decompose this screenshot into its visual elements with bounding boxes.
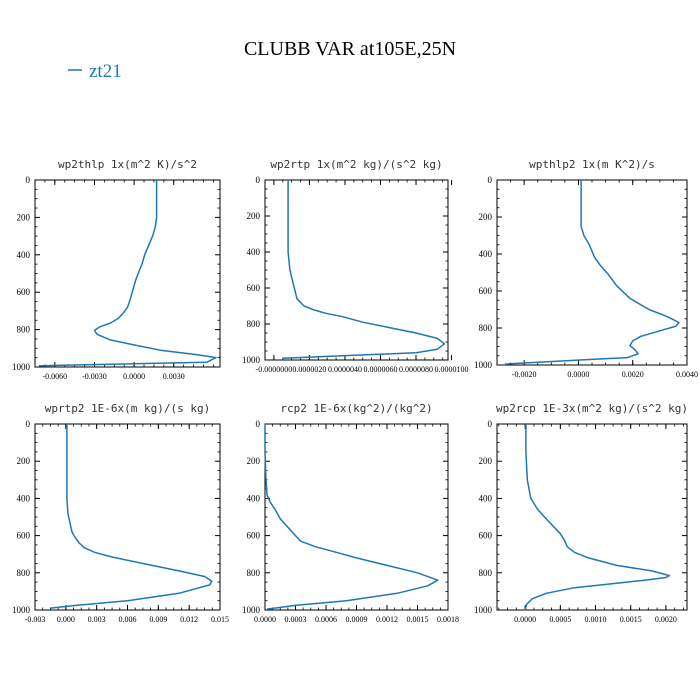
- y-tick-label: 800: [17, 568, 31, 578]
- x-tick-label: -0.0000000: [256, 365, 293, 374]
- y-tick-label: 1000: [242, 605, 261, 615]
- y-tick-label: 0: [256, 175, 261, 185]
- x-tick-label: 0.0020: [655, 615, 677, 624]
- panels: wp2thlp 1x(m^2 K)/s^202004006008001000-0…: [12, 158, 698, 624]
- plot-frame: [34, 179, 221, 368]
- panel-title: wp2rcp 1E-3x(m^2 kg)/(s^2 kg): [496, 402, 688, 415]
- y-tick-label: 1000: [474, 360, 493, 370]
- y-tick-label: 600: [247, 283, 261, 293]
- y-tick-label: 400: [17, 493, 31, 503]
- y-tick-label: 600: [17, 287, 31, 297]
- panel-title: rcp2 1E-6x(kg^2)/(kg^2): [280, 402, 432, 415]
- x-tick-label: -0.0060: [42, 372, 67, 381]
- x-tick-label: 0.0015: [620, 615, 642, 624]
- series-line-zt21: [38, 180, 217, 367]
- x-tick-label: 0.012: [180, 615, 198, 624]
- x-tick-label: 0.0010: [585, 615, 607, 624]
- x-tick-label: 0.0000060: [363, 365, 397, 374]
- y-tick-label: 400: [247, 493, 261, 503]
- y-tick-label: 200: [479, 212, 493, 222]
- y-tick-label: 800: [17, 325, 31, 335]
- x-tick-label: 0.003: [88, 615, 106, 624]
- x-tick-label: 0.0020: [622, 370, 644, 379]
- x-tick-label: 0.000: [57, 615, 75, 624]
- series-line-zt21: [524, 424, 671, 611]
- legend: zt21: [68, 61, 122, 82]
- y-tick-label: 200: [247, 211, 261, 221]
- y-tick-label: 1000: [12, 605, 31, 615]
- y-tick-label: 600: [479, 286, 493, 296]
- series-line-zt21: [282, 180, 446, 359]
- y-tick-label: 800: [479, 323, 493, 333]
- panel-title: wprtp2 1E-6x(m kg)/(s kg): [45, 402, 211, 415]
- x-tick-label: 0.0012: [376, 615, 398, 624]
- x-tick-label: 0.0015: [407, 615, 429, 624]
- x-tick-label: 0.0000100: [435, 365, 469, 374]
- series-line-zt21: [505, 180, 680, 365]
- x-tick-label: 0.006: [119, 615, 137, 624]
- x-tick-label: 0.0000040: [328, 365, 362, 374]
- x-tick-label: 0.015: [211, 615, 229, 624]
- y-tick-label: 200: [479, 456, 493, 466]
- y-tick-label: 600: [479, 531, 493, 541]
- y-tick-label: 1000: [474, 605, 493, 615]
- x-tick-label: 0.0005: [549, 615, 571, 624]
- y-tick-label: 400: [479, 493, 493, 503]
- x-tick-label: 0.0040: [676, 370, 698, 379]
- x-tick-label: -0.003: [25, 615, 46, 624]
- x-tick-label: 0.0000: [514, 615, 536, 624]
- panel-6: wp2rcp 1E-3x(m^2 kg)/(s^2 kg)0 200 400 600 8…: [474, 402, 688, 624]
- y-tick-label: 200: [247, 456, 261, 466]
- x-tick-label: 0.009: [149, 615, 167, 624]
- y-tick-label: 800: [479, 568, 493, 578]
- plot-frame: [264, 179, 449, 361]
- y-tick-label: 800: [247, 319, 261, 329]
- series-line-zt21: [50, 424, 213, 609]
- panel-1: wp2thlp 1x(m^2 K)/s^2 0 200 400 600 800 1000 -0…: [12, 158, 221, 381]
- y-tick-label: 600: [17, 531, 31, 541]
- panel-5: rcp2 1E-6x(kg^2)/(kg^2) 0 200 400 600 800 1000…: [242, 402, 459, 624]
- plot-frame: [264, 423, 449, 611]
- panel-2: wp2rtp 1x(m^2 kg)/(s^2 kg) 0 200 400 600 800 1…: [242, 158, 469, 374]
- plot-frame: [34, 423, 221, 611]
- panel-3: wpthlp2 1x(m K^2)/s 0 200 400 600 800 1000 -0.0…: [474, 158, 698, 379]
- panel-title: wp2rtp 1x(m^2 kg)/(s^2 kg): [270, 158, 442, 171]
- x-tick-label: 0.0018: [437, 615, 459, 624]
- x-tick-label: 0.0000020: [292, 365, 326, 374]
- y-tick-label: 200: [17, 212, 31, 222]
- legend-label: zt21: [89, 61, 122, 82]
- y-tick-label: 0: [256, 419, 261, 429]
- x-tick-label: -0.0030: [82, 372, 107, 381]
- y-tick-label: 1000: [242, 355, 261, 365]
- x-tick-label: 0.0009: [346, 615, 368, 624]
- plot-frame: [496, 179, 688, 366]
- y-tick-label: 400: [247, 247, 261, 257]
- y-tick-label: 0: [488, 175, 493, 185]
- y-tick-label: 0: [26, 175, 31, 185]
- panel-title: wp2thlp 1x(m^2 K)/s^2: [58, 158, 197, 171]
- figure-title: CLUBB VAR at105E,25N: [244, 38, 456, 60]
- x-tick-label: 0.0000: [254, 615, 276, 624]
- panel-title: wpthlp2 1x(m K^2)/s: [529, 158, 655, 171]
- y-tick-label: 400: [17, 250, 31, 260]
- x-tick-label: -0.0020: [512, 370, 537, 379]
- y-tick-label: 400: [479, 249, 493, 259]
- x-tick-label: 0.0003: [285, 615, 307, 624]
- y-tick-label: 0: [488, 419, 493, 429]
- x-tick-label: 0.0000: [567, 370, 589, 379]
- x-tick-label: 0.0000080: [399, 365, 433, 374]
- x-tick-label: 0.0000: [123, 372, 145, 381]
- x-tick-label: 0.0006: [315, 615, 337, 624]
- series-line-zt21: [264, 424, 439, 610]
- y-tick-label: 600: [247, 531, 261, 541]
- x-tick-label: 0.0030: [163, 372, 185, 381]
- y-tick-label: 800: [247, 568, 261, 578]
- y-tick-label: 200: [17, 456, 31, 466]
- y-tick-label: 0: [26, 419, 31, 429]
- panel-4: wprtp2 1E-6x(m kg)/(s kg) 0 200 400 600 800 10…: [12, 402, 229, 624]
- y-tick-label: 1000: [12, 362, 31, 372]
